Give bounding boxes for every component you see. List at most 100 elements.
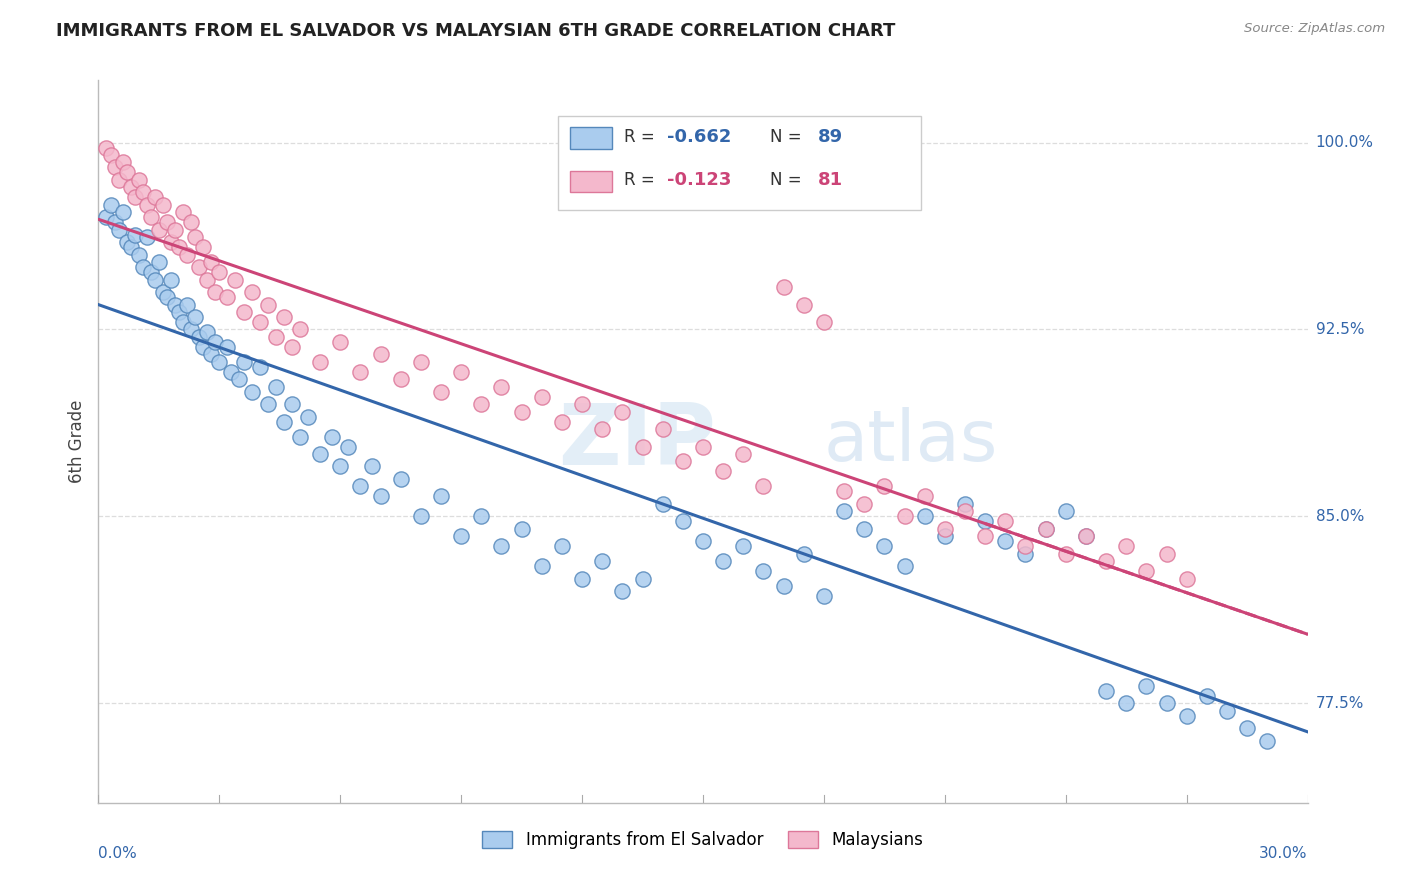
Point (470, 397, 492, 411)
Point (120, 240, 142, 254)
Point (853, 522, 876, 536)
Text: 6th Grade: 6th Grade (67, 400, 86, 483)
Point (329, 334, 352, 349)
Point (711, 465, 734, 479)
Text: 81: 81 (818, 171, 844, 189)
Point (1115, 696, 1137, 710)
Point (188, 260, 211, 274)
Point (193, 240, 215, 254)
Point (115, 165, 138, 179)
Point (551, 539, 574, 553)
Point (409, 509, 432, 524)
Point (813, 589, 835, 603)
Point (893, 559, 915, 574)
Point (793, 297, 815, 311)
Point (1156, 547, 1178, 561)
Point (692, 534, 714, 549)
Point (221, 365, 243, 379)
Point (934, 529, 956, 543)
Point (873, 539, 896, 553)
Point (156, 290, 179, 304)
Point (1074, 529, 1097, 543)
Point (100, 198, 122, 212)
Point (132, 260, 155, 274)
Point (240, 285, 263, 299)
Point (107, 223, 129, 237)
Point (873, 479, 896, 493)
Point (288, 429, 311, 443)
Point (672, 454, 695, 468)
Point (1236, 721, 1258, 735)
Point (167, 305, 190, 319)
Point (361, 459, 384, 474)
Point (409, 355, 432, 369)
Point (733, 539, 755, 553)
Text: 100.0%: 100.0% (1316, 135, 1374, 150)
Point (103, 215, 125, 229)
Point (148, 255, 170, 269)
Point (591, 554, 613, 568)
Point (264, 380, 287, 394)
Point (1035, 522, 1057, 536)
Point (156, 215, 179, 229)
Point (195, 325, 218, 339)
Point (329, 459, 352, 474)
Point (107, 173, 129, 187)
Point (167, 240, 190, 254)
Point (974, 514, 997, 528)
Point (491, 539, 513, 553)
Point (120, 180, 142, 194)
Point (1115, 539, 1137, 553)
Point (1095, 554, 1118, 568)
Point (160, 272, 183, 286)
Point (176, 248, 198, 262)
Point (651, 422, 673, 436)
Point (1095, 683, 1118, 698)
Point (139, 265, 162, 279)
Point (281, 340, 304, 354)
Point (430, 489, 453, 503)
Point (1156, 696, 1178, 710)
Point (733, 447, 755, 461)
Point (370, 489, 392, 503)
Point (530, 559, 553, 574)
Point (143, 190, 166, 204)
Point (128, 173, 150, 187)
Text: 92.5%: 92.5% (1316, 322, 1364, 337)
Text: 30.0%: 30.0% (1260, 847, 1308, 861)
Point (224, 272, 246, 286)
Point (430, 384, 453, 399)
Point (349, 479, 371, 493)
Point (510, 522, 533, 536)
Text: atlas: atlas (824, 407, 998, 476)
Point (163, 223, 186, 237)
Point (571, 572, 593, 586)
Point (953, 504, 976, 518)
Point (711, 554, 734, 568)
Text: R =: R = (624, 128, 661, 145)
Point (172, 205, 194, 219)
Point (180, 215, 202, 229)
Point (672, 514, 695, 528)
Point (752, 564, 775, 578)
Text: R =: R = (624, 171, 661, 189)
Point (128, 248, 150, 262)
Text: 89: 89 (818, 128, 844, 145)
FancyBboxPatch shape (569, 128, 613, 149)
Text: -0.123: -0.123 (666, 171, 731, 189)
Point (1216, 704, 1239, 718)
Point (450, 365, 472, 379)
Point (994, 514, 1017, 528)
Point (551, 415, 574, 429)
Point (249, 359, 271, 374)
Point (115, 235, 138, 250)
Point (240, 384, 263, 399)
Text: Source: ZipAtlas.com: Source: ZipAtlas.com (1244, 22, 1385, 36)
Point (256, 397, 278, 411)
Point (1054, 504, 1077, 518)
Point (1256, 733, 1278, 747)
Point (591, 422, 613, 436)
Text: N =: N = (769, 128, 807, 145)
Point (692, 440, 714, 454)
Point (793, 547, 815, 561)
